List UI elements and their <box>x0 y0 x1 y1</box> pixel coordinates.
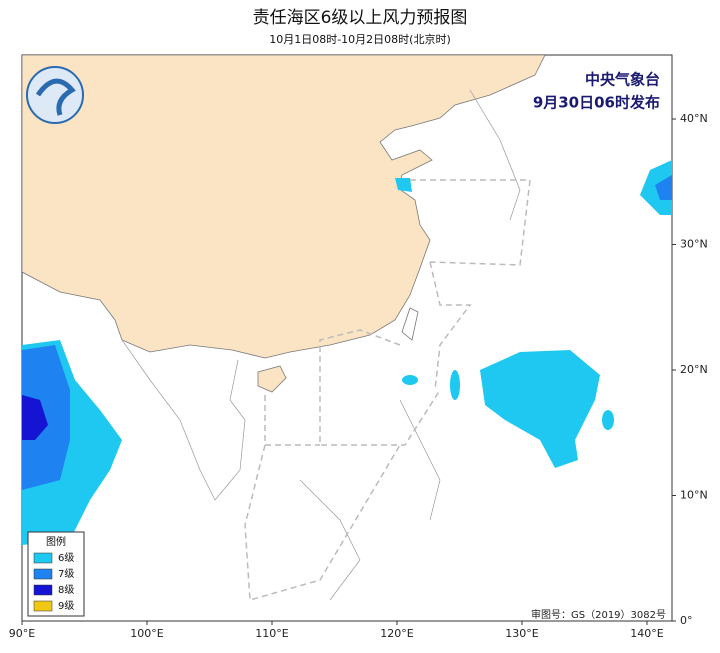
legend: 图例 6级 7级 8级 9级 <box>27 531 85 617</box>
land-china <box>22 55 546 359</box>
wind-area-7 <box>22 345 70 490</box>
land-outline-se-asia <box>121 89 521 601</box>
title: 责任海区6级以上风力预报图 <box>253 8 468 28</box>
logo <box>26 66 84 124</box>
sea-zones <box>244 179 531 601</box>
legend-label: 8级 <box>58 584 74 596</box>
lat-tick-label: 10°N <box>680 489 708 502</box>
wind-areas <box>22 160 672 545</box>
wind-area-6 <box>602 410 614 430</box>
legend-swatch <box>33 584 53 596</box>
wind-area-6 <box>480 350 600 468</box>
lon-tick-label: 90°E <box>9 627 35 640</box>
approval-number: 审图号：GS（2019）3082号 <box>531 608 666 621</box>
lon-tick-label: 110°E <box>255 627 288 640</box>
wind-area-7 <box>655 175 672 200</box>
legend-swatch <box>33 552 53 564</box>
map: 中央气象台 9月30日06时发布 审图号：GS（2019）3082号 图例 6级… <box>21 54 673 622</box>
issue-time: 9月30日06时发布 <box>533 94 660 112</box>
lat-tick-label: 40°N <box>680 112 708 125</box>
lon-tick-label: 140°E <box>630 627 663 640</box>
legend-label: 6级 <box>58 552 74 564</box>
lat-tick-label: 0° <box>680 614 693 627</box>
lat-tick-label: 20°N <box>680 363 708 376</box>
wind-area-6 <box>395 178 412 192</box>
legend-swatch <box>33 568 53 580</box>
wind-area-6 <box>402 375 418 385</box>
lat-tick-label: 30°N <box>680 238 708 251</box>
subtitle: 10月1日08时-10月2日08时(北京时) <box>269 32 451 46</box>
land-hainan <box>257 365 287 393</box>
legend-swatch <box>33 600 53 612</box>
legend-title: 图例 <box>46 535 66 548</box>
wind-area-6 <box>450 370 460 400</box>
lon-tick-label: 130°E <box>505 627 538 640</box>
legend-label: 7级 <box>58 568 74 580</box>
land-taiwan <box>401 307 419 341</box>
legend-label: 9级 <box>58 600 74 612</box>
wind-area-8 <box>22 395 48 440</box>
issuer-name: 中央气象台 <box>585 71 660 89</box>
lon-tick-label: 120°E <box>380 627 413 640</box>
lon-tick-label: 100°E <box>130 627 163 640</box>
axes: 90°E 100°E 110°E 120°E 130°E 140°E 40°N 30°N 20°… <box>9 112 708 640</box>
